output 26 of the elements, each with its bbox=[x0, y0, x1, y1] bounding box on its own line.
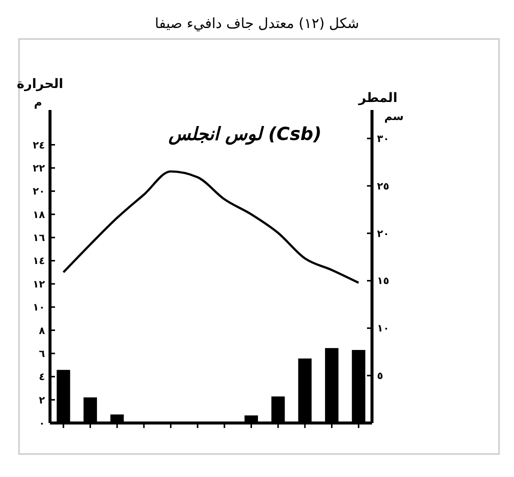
y-tick-label: ٢٠ bbox=[32, 186, 45, 198]
y2-tick-label: ٣٠ bbox=[377, 134, 390, 145]
y2-tick-label: ٥ bbox=[377, 371, 384, 382]
y-tick-label: ٨ bbox=[38, 326, 45, 337]
y2-tick-label: ٢٥ bbox=[377, 181, 390, 192]
y-tick-label: ٤ bbox=[38, 372, 45, 384]
y-tick-label: ٦ bbox=[38, 348, 45, 360]
y-tick-label: ٢٢ bbox=[32, 163, 45, 174]
y2-axis-title: المطر bbox=[358, 91, 398, 106]
line-series bbox=[62, 170, 360, 284]
y2-tick-label: ١٠ bbox=[377, 324, 390, 335]
text: لوس انجلس (Csb) bbox=[167, 124, 322, 145]
chart-title: شكل (١٢) معتدل جاف دافيء صيفا bbox=[154, 16, 360, 32]
y-tick-label: ١٠ bbox=[32, 302, 45, 314]
y-tick-label: ١٢ bbox=[32, 279, 45, 290]
y-tick-label: ٠ bbox=[38, 418, 45, 430]
y-tick-label: ١٨ bbox=[32, 210, 45, 221]
text: م bbox=[34, 96, 42, 109]
y-tick-label: ١٤ bbox=[32, 256, 45, 268]
y-tick-label: ٢٤ bbox=[32, 140, 45, 152]
text: سم bbox=[384, 110, 404, 123]
y-axis-title: الحرارة bbox=[16, 77, 64, 92]
y-tick-label: ٢ bbox=[38, 395, 45, 406]
y2-tick-label: ١٥ bbox=[377, 276, 390, 288]
y2-tick-label: ٢٠ bbox=[377, 228, 390, 240]
y-tick-label: ١٦ bbox=[32, 233, 45, 244]
